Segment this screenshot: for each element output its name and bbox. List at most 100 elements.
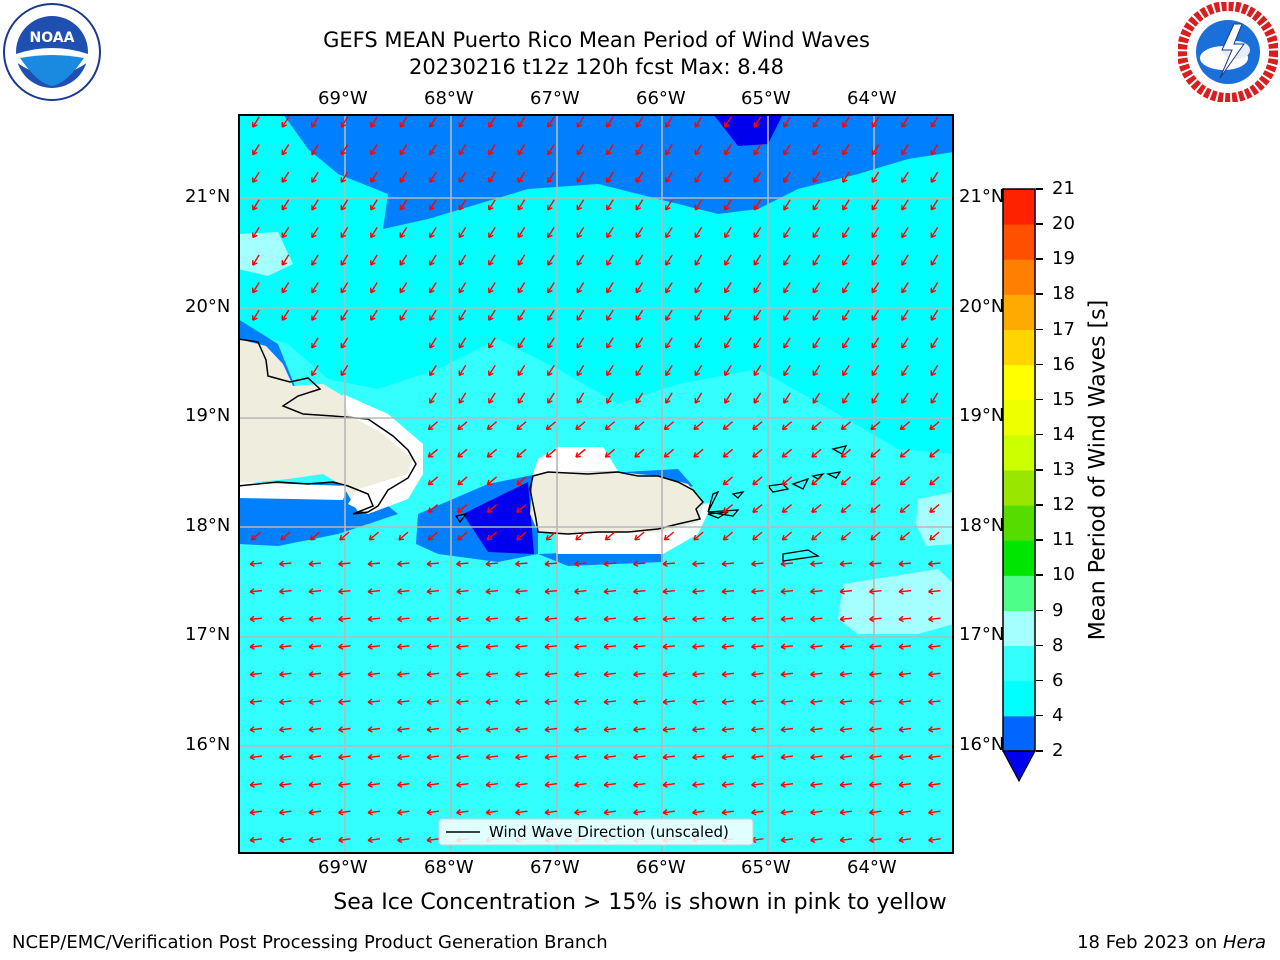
wind-arrow: [367, 755, 381, 759]
wind-arrow-head: [426, 753, 432, 761]
wind-arrow: [780, 727, 794, 731]
wind-arrow: [575, 448, 586, 458]
wind-arrow: [280, 531, 291, 541]
wind-arrow: [724, 254, 732, 266]
wind-arrow-head: [812, 315, 819, 321]
wind-arrow: [456, 700, 469, 703]
wind-arrow-head: [665, 204, 671, 211]
wind-arrow-head: [308, 781, 314, 788]
wind-arrow: [780, 589, 794, 593]
wind-arrow-head: [575, 534, 581, 541]
lat-label-right: 17°N: [959, 624, 1005, 645]
wind-arrow-head: [665, 232, 671, 239]
wind-arrow: [311, 171, 319, 183]
wind-arrow-head: [665, 287, 671, 294]
wind-arrow-head: [429, 122, 435, 128]
wind-arrow: [429, 199, 437, 211]
wind-arrow-head: [634, 424, 640, 431]
wind-arrow-head: [426, 643, 432, 650]
wind-arrow: [930, 392, 939, 404]
wind-arrow: [751, 782, 764, 786]
wind-arrow-head: [751, 560, 757, 568]
wind-arrow-head: [429, 177, 435, 183]
wind-arrow: [397, 727, 410, 731]
wind-arrow: [547, 392, 555, 404]
wind-arrow-head: [249, 643, 255, 650]
wind-arrow-head: [308, 836, 314, 844]
wind-arrow: [753, 199, 762, 211]
wind-arrow-head: [783, 260, 789, 266]
wind-arrow: [692, 700, 705, 703]
wind-arrow-head: [281, 122, 288, 128]
wind-arrow: [515, 645, 528, 648]
wind-arrow-head: [279, 753, 285, 761]
wind-arrow: [842, 309, 850, 321]
wind-arrow: [606, 254, 614, 266]
wind-arrow: [753, 392, 762, 404]
colorbar-tick-mark: [1036, 609, 1043, 611]
wind-arrow-head: [397, 698, 403, 706]
wind-arrow-head: [311, 260, 317, 266]
wind-arrow: [517, 171, 526, 183]
wind-arrow: [338, 562, 351, 565]
wind-arrow: [308, 810, 322, 814]
wind-arrow: [308, 727, 322, 731]
wind-arrow: [694, 337, 703, 349]
wind-arrow-head: [928, 726, 934, 733]
wind-arrow-head: [692, 670, 698, 678]
wind-arrow: [633, 727, 646, 731]
wind-arrow-head: [456, 726, 462, 733]
wind-arrow: [812, 144, 821, 156]
lon-label-bottom: 64°W: [847, 857, 897, 878]
colorbar-label: Mean Period of Wind Waves [s]: [1085, 299, 1111, 641]
wind-arrow-head: [692, 753, 698, 761]
wind-arrow: [488, 254, 496, 266]
wind-arrow-head: [780, 560, 786, 568]
period-light-patch: [916, 492, 953, 546]
wind-arrow-head: [635, 398, 642, 404]
wind-arrow: [665, 282, 673, 294]
wind-arrow: [399, 171, 408, 183]
wind-arrow-head: [544, 781, 550, 788]
wind-arrow-head: [751, 726, 757, 733]
wind-arrow-head: [340, 122, 347, 128]
wind-arrow: [692, 645, 705, 648]
wind-arrow-head: [252, 149, 258, 156]
wind-arrow: [694, 309, 703, 321]
wind-arrow-head: [517, 342, 524, 349]
wind-arrow-head: [456, 753, 462, 761]
wind-arrow: [694, 282, 703, 294]
wind-arrow: [898, 810, 912, 814]
wind-arrow: [928, 589, 941, 593]
wind-arrow-head: [606, 260, 612, 266]
wind-arrow: [842, 337, 850, 349]
wind-arrow: [810, 838, 823, 842]
wind-arrow: [574, 810, 587, 814]
colorbar-segment: [1003, 399, 1035, 436]
wind-arrow-head: [249, 836, 255, 844]
wind-arrow: [665, 337, 673, 349]
lon-label-top: 64°W: [847, 88, 897, 109]
wind-arrow-head: [635, 315, 642, 321]
wind-arrow-head: [928, 615, 934, 623]
wind-arrow-head: [839, 615, 845, 623]
wind-arrow: [252, 199, 260, 211]
wind-arrow: [574, 782, 587, 786]
wind-arrow: [547, 309, 555, 321]
wind-arrow: [603, 589, 617, 593]
wind-arrow: [870, 504, 881, 513]
wind-arrow-head: [426, 615, 432, 623]
wind-arrow-head: [370, 122, 376, 128]
wind-arrow: [812, 254, 821, 266]
wind-arrow-head: [516, 507, 522, 513]
wind-arrow: [281, 171, 290, 183]
wind-arrow-head: [311, 204, 317, 211]
wind-arrow: [279, 838, 292, 842]
wind-arrow-head: [693, 452, 699, 458]
wind-arrow: [901, 254, 909, 266]
wind-arrow: [751, 672, 764, 676]
wind-arrow: [753, 282, 762, 294]
wind-arrow-head: [842, 287, 848, 294]
colorbar-tick-mark: [1036, 574, 1043, 576]
wind-arrow: [871, 364, 880, 376]
